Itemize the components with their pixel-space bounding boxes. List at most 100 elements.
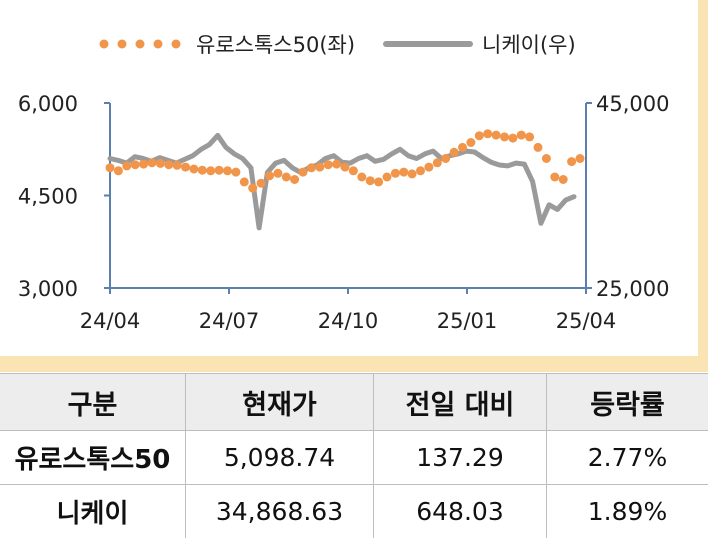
series-point-eurostoxx	[223, 166, 232, 176]
series-point-eurostoxx	[374, 177, 384, 187]
legend-label-nikkei: 니케이(우)	[482, 33, 576, 57]
y-right-tick-label: 45,000	[596, 92, 669, 116]
series-point-eurostoxx	[332, 159, 342, 169]
row-name: 니케이	[0, 484, 186, 538]
header-change-rate: 등락률	[546, 373, 708, 431]
legend-swatch-eurostoxx	[99, 39, 181, 49]
chart-panel: 유로스톡스50(좌) 니케이(우) 6,000 4,500 3,000 45,000…	[0, 0, 708, 372]
series-point-eurostoxx	[281, 172, 291, 182]
series-point-eurostoxx	[181, 162, 190, 172]
y-right-ticks: 45,000 25,000	[586, 92, 669, 301]
row-change-rate: 1.89%	[546, 484, 708, 538]
series-line-nikkei	[107, 132, 577, 231]
series-point-eurostoxx	[290, 175, 300, 184]
series-point-eurostoxx	[206, 166, 216, 176]
series-point-eurostoxx	[256, 178, 266, 188]
row-change: 648.03	[373, 484, 547, 538]
series-point-eurostoxx	[197, 165, 207, 175]
series-point-eurostoxx	[449, 147, 459, 157]
series-point-eurostoxx	[357, 172, 367, 182]
series-point-eurostoxx	[550, 172, 560, 182]
series-point-eurostoxx	[558, 175, 568, 184]
series-point-eurostoxx	[214, 165, 224, 175]
series-point-eurostoxx	[248, 183, 258, 193]
series-point-eurostoxx	[130, 160, 140, 170]
legend-dot	[135, 39, 145, 49]
header-change: 전일 대비	[373, 373, 547, 431]
chart-area: 유로스톡스50(좌) 니케이(우) 6,000 4,500 3,000 45,000…	[0, 0, 698, 356]
y-right-tick-label: 25,000	[596, 277, 669, 301]
legend-dot	[171, 39, 181, 49]
series-point-eurostoxx	[466, 138, 476, 147]
x-ticks: 24/04 24/07 24/10 25/01 25/04	[80, 288, 617, 333]
legend: 유로스톡스50(좌) 니케이(우)	[99, 33, 576, 57]
series-point-eurostoxx	[500, 132, 509, 142]
x-tick-label: 25/04	[556, 309, 617, 333]
series-point-eurostoxx	[231, 167, 241, 177]
series-point-eurostoxx	[508, 133, 518, 143]
table-row: 니케이 34,868.63 648.03 1.89%	[0, 484, 708, 538]
x-tick-label: 24/07	[199, 309, 260, 333]
quote-table: 구분 현재가 전일 대비 등락률 유로스톡스50 5,098.74 137.29…	[0, 373, 708, 538]
y-left-tick-label: 6,000	[18, 92, 78, 116]
series-point-eurostoxx	[399, 167, 409, 177]
y-left-tick-label: 4,500	[18, 185, 78, 209]
series-point-eurostoxx	[306, 163, 316, 173]
series-point-eurostoxx	[105, 163, 115, 173]
series-point-eurostoxx	[155, 158, 165, 168]
header-price: 현재가	[185, 373, 374, 431]
table-row: 유로스톡스50 5,098.74 137.29 2.77%	[0, 430, 708, 485]
series-point-eurostoxx	[164, 160, 174, 170]
series-point-eurostoxx	[483, 129, 493, 139]
series-point-eurostoxx	[365, 176, 375, 186]
series-point-eurostoxx	[323, 160, 333, 170]
series-point-eurostoxx	[525, 132, 535, 142]
row-change-rate: 2.77%	[546, 430, 708, 485]
x-tick-label: 24/10	[318, 309, 379, 333]
series-point-eurostoxx	[474, 131, 484, 141]
series-point-eurostoxx	[189, 164, 199, 174]
series-point-eurostoxx	[172, 160, 182, 170]
series-point-eurostoxx	[113, 166, 123, 176]
series-point-eurostoxx	[441, 154, 451, 163]
row-name: 유로스톡스50	[0, 430, 186, 485]
series-point-eurostoxx	[122, 161, 132, 171]
series-point-eurostoxx	[533, 142, 543, 152]
legend-dot	[117, 39, 127, 49]
series-point-eurostoxx	[567, 157, 577, 167]
table-header-row: 구분 현재가 전일 대비 등락률	[0, 373, 708, 431]
series-point-eurostoxx	[458, 142, 467, 152]
x-tick-label: 24/04	[80, 309, 141, 333]
legend-dot	[153, 39, 163, 49]
series-point-eurostoxx	[298, 167, 308, 177]
series-point-eurostoxx	[390, 168, 400, 178]
series-point-eurostoxx	[147, 158, 157, 168]
series-point-eurostoxx	[239, 177, 249, 187]
series-point-eurostoxx	[340, 162, 350, 172]
series-point-eurostoxx	[265, 171, 274, 181]
series-point-eurostoxx	[416, 166, 425, 176]
header-category: 구분	[0, 373, 186, 431]
series-point-eurostoxx	[575, 154, 585, 163]
series-point-eurostoxx	[273, 168, 283, 178]
series-point-eurostoxx	[139, 159, 149, 169]
series-point-eurostoxx	[424, 162, 434, 172]
row-price: 34,868.63	[185, 484, 374, 538]
y-left-tick-label: 3,000	[18, 277, 78, 301]
line-chart: 유로스톡스50(좌) 니케이(우) 6,000 4,500 3,000 45,000…	[18, 33, 670, 333]
series-point-eurostoxx	[348, 166, 358, 176]
legend-label-eurostoxx: 유로스톡스50(좌)	[196, 33, 355, 57]
series-point-eurostoxx	[491, 130, 501, 140]
x-tick-label: 25/01	[437, 309, 498, 333]
series-point-eurostoxx	[432, 158, 442, 168]
series-layer	[105, 129, 585, 231]
series-point-eurostoxx	[541, 154, 551, 163]
series-point-eurostoxx	[516, 130, 526, 140]
row-change: 137.29	[373, 430, 547, 485]
series-point-eurostoxx	[315, 162, 325, 172]
legend-dot	[99, 39, 109, 49]
row-price: 5,098.74	[185, 430, 374, 485]
y-left-ticks: 6,000 4,500 3,000	[18, 92, 110, 301]
series-point-eurostoxx	[407, 169, 417, 179]
series-point-eurostoxx	[382, 172, 392, 182]
